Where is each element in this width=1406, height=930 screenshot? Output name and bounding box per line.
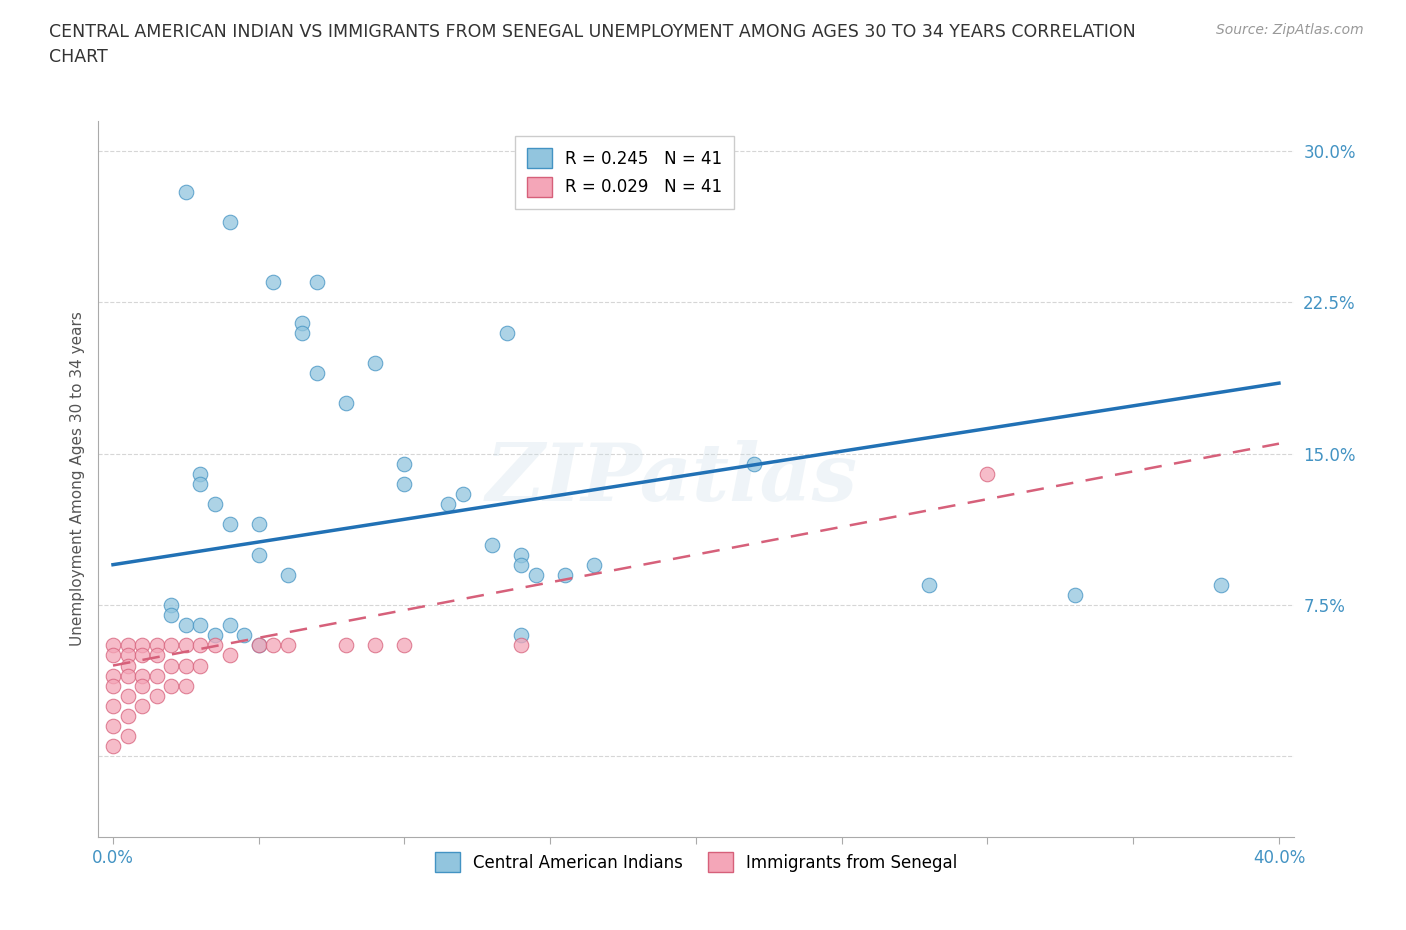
Point <box>101 648 124 663</box>
Point <box>247 638 270 653</box>
Point <box>742 457 765 472</box>
Point <box>582 557 605 572</box>
Point <box>160 607 183 622</box>
Point <box>117 688 139 703</box>
Point <box>174 618 197 632</box>
Point <box>131 648 153 663</box>
Point <box>190 476 212 491</box>
Point <box>145 688 167 703</box>
Point <box>117 709 139 724</box>
Text: Source: ZipAtlas.com: Source: ZipAtlas.com <box>1216 23 1364 37</box>
Point <box>291 315 314 330</box>
Point <box>495 326 517 340</box>
Point <box>101 738 124 753</box>
Point <box>131 638 153 653</box>
Legend: Central American Indians, Immigrants from Senegal: Central American Indians, Immigrants fro… <box>425 842 967 883</box>
Point <box>247 638 270 653</box>
Point <box>101 698 124 713</box>
Point <box>1064 588 1087 603</box>
Point <box>714 153 737 168</box>
Point <box>174 184 197 199</box>
Point <box>262 275 284 290</box>
Point <box>277 567 299 582</box>
Point <box>131 698 153 713</box>
Point <box>394 476 416 491</box>
Point <box>524 567 547 582</box>
Point <box>160 658 183 673</box>
Point <box>204 497 226 512</box>
Point <box>510 547 533 562</box>
Point <box>247 517 270 532</box>
Point <box>174 638 197 653</box>
Point <box>394 457 416 472</box>
Point <box>364 355 387 370</box>
Point <box>335 638 357 653</box>
Point <box>510 628 533 643</box>
Point <box>277 638 299 653</box>
Point <box>145 648 167 663</box>
Point <box>305 275 328 290</box>
Point <box>976 467 998 482</box>
Point <box>451 486 474 501</box>
Point <box>305 365 328 380</box>
Point <box>190 618 212 632</box>
Point <box>204 638 226 653</box>
Point <box>101 678 124 693</box>
Point <box>174 658 197 673</box>
Point <box>437 497 460 512</box>
Point <box>117 658 139 673</box>
Text: ZIPatlas: ZIPatlas <box>486 440 858 518</box>
Point <box>117 638 139 653</box>
Point <box>160 598 183 613</box>
Point <box>101 719 124 734</box>
Point <box>131 668 153 683</box>
Point <box>918 578 941 592</box>
Point <box>204 628 226 643</box>
Point <box>190 467 212 482</box>
Point <box>174 678 197 693</box>
Point <box>394 638 416 653</box>
Point <box>117 729 139 744</box>
Point <box>247 547 270 562</box>
Point <box>101 638 124 653</box>
Point <box>218 214 240 229</box>
Point <box>218 648 240 663</box>
Point <box>554 567 576 582</box>
Point <box>117 648 139 663</box>
Text: CENTRAL AMERICAN INDIAN VS IMMIGRANTS FROM SENEGAL UNEMPLOYMENT AMONG AGES 30 TO: CENTRAL AMERICAN INDIAN VS IMMIGRANTS FR… <box>49 23 1136 66</box>
Point <box>145 668 167 683</box>
Point <box>218 618 240 632</box>
Point <box>160 638 183 653</box>
Point <box>190 638 212 653</box>
Point <box>364 638 387 653</box>
Point <box>233 628 256 643</box>
Point <box>291 326 314 340</box>
Point <box>160 678 183 693</box>
Y-axis label: Unemployment Among Ages 30 to 34 years: Unemployment Among Ages 30 to 34 years <box>69 312 84 646</box>
Point <box>131 678 153 693</box>
Point <box>481 537 503 551</box>
Point <box>510 638 533 653</box>
Point <box>218 517 240 532</box>
Point <box>510 557 533 572</box>
Point <box>190 658 212 673</box>
Point <box>262 638 284 653</box>
Point <box>1209 578 1232 592</box>
Point <box>117 668 139 683</box>
Point <box>145 638 167 653</box>
Point <box>335 396 357 411</box>
Point <box>101 668 124 683</box>
